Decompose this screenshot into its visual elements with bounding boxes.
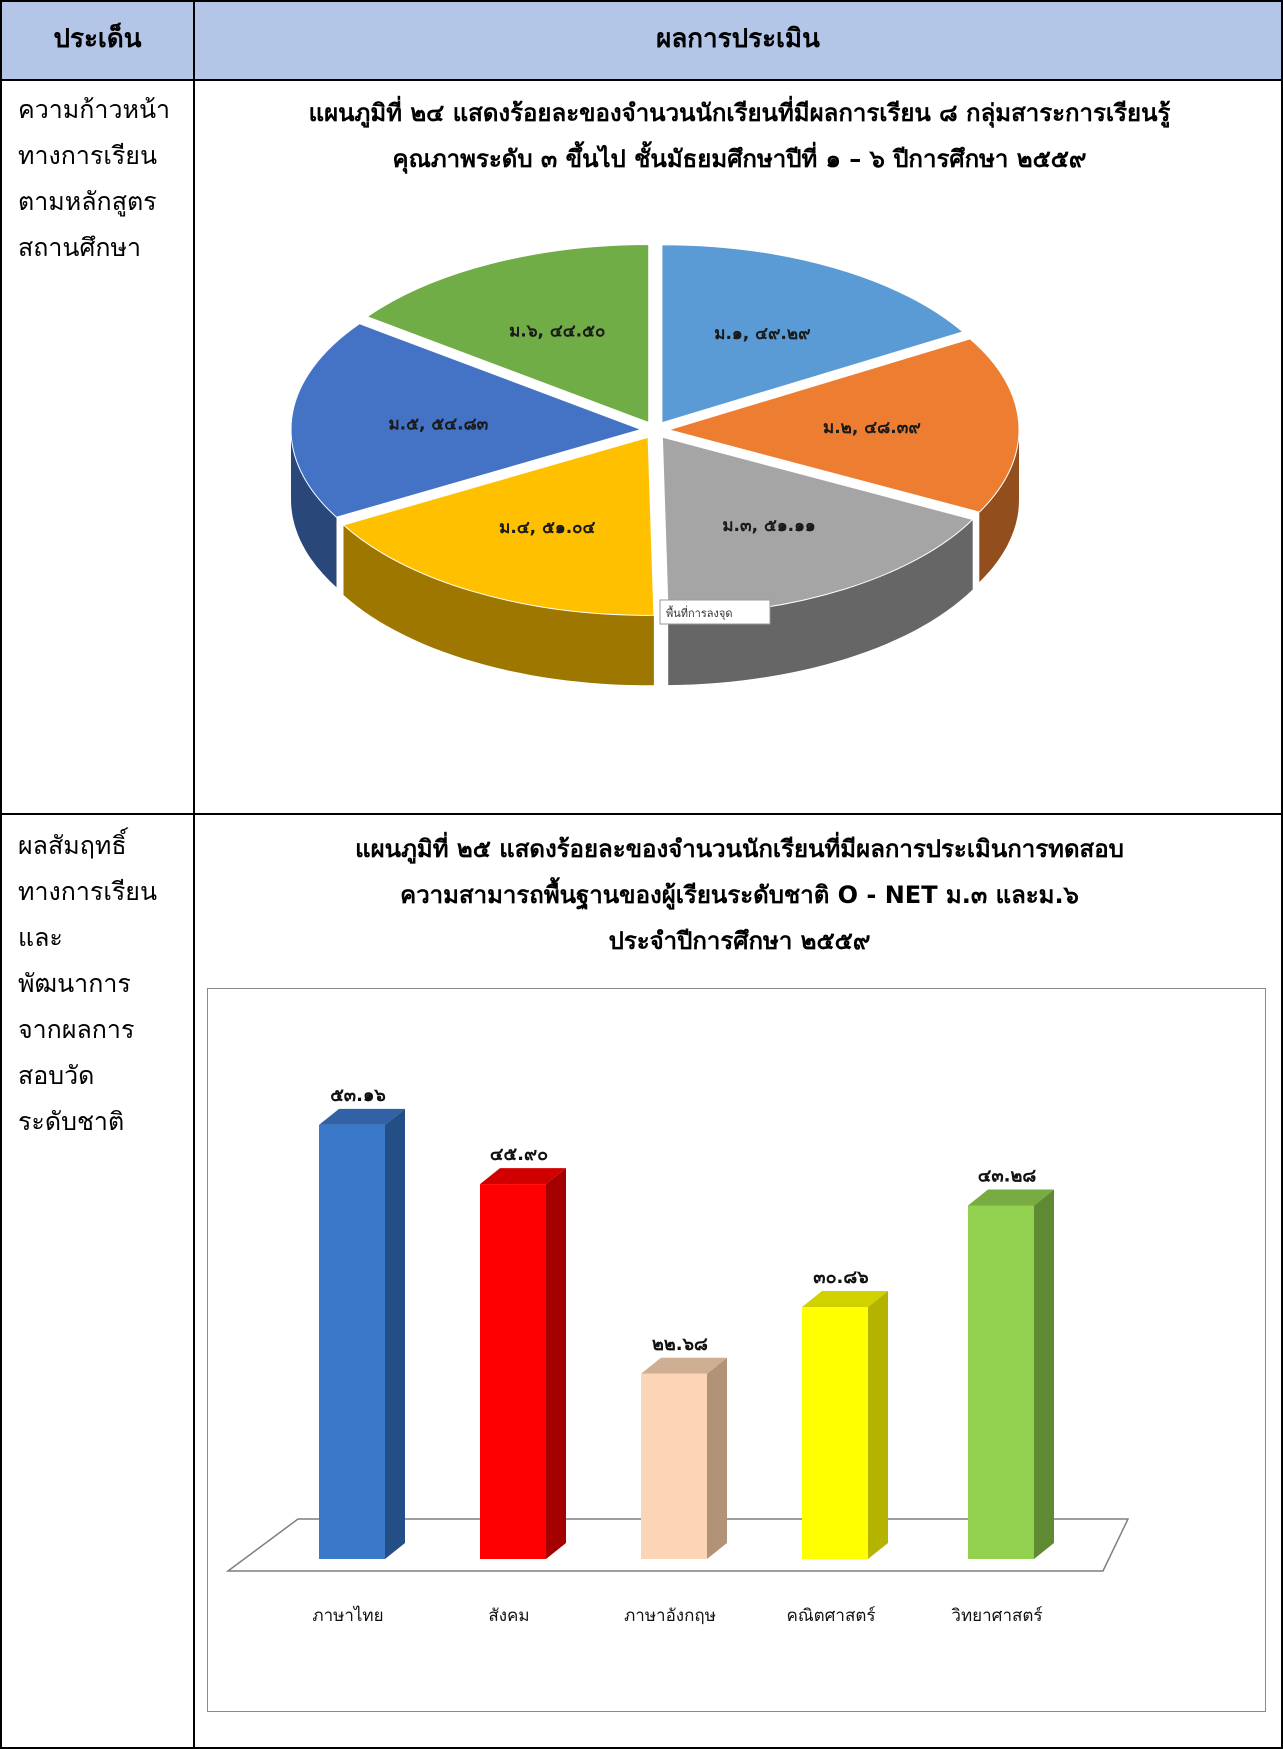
- pie-slice-side: [291, 429, 337, 588]
- pie-slice-side: [979, 429, 1019, 583]
- bar: [480, 1184, 546, 1559]
- row1-label-line: สถานศึกษา: [18, 233, 142, 262]
- pie-chart-title: แผนภูมิที่ ๒๔ แสดงร้อยละของจำนวนนักเรียน…: [196, 90, 1283, 182]
- bar-value-label: ๔๕.๙๐: [490, 1144, 548, 1165]
- bar-value-label: ๔๓.๒๘: [978, 1166, 1037, 1187]
- bar-top: [802, 1290, 888, 1307]
- row1-label-line: ตามหลักสูตร: [18, 187, 157, 216]
- bar-title-line: ความสามารถพื้นฐานของผู้เรียนระดับชาติ O …: [400, 881, 1079, 909]
- bar-top: [319, 1108, 405, 1125]
- bar-side: [868, 1290, 888, 1559]
- row2-label-line: สอบวัด: [18, 1061, 95, 1090]
- pie-slice: [667, 338, 1020, 513]
- bar-value-label: ๕๓.๑๖: [330, 1085, 386, 1106]
- bar: [968, 1205, 1034, 1559]
- row2-label-line: พัฒนาการ: [18, 969, 131, 998]
- pie-slice-label: ม.๑, ๔๙.๒๙: [714, 324, 810, 344]
- header-divider: [0, 79, 1283, 81]
- row-divider: [0, 813, 1283, 815]
- table-border-left: [0, 0, 2, 1749]
- pie-slice: [661, 244, 964, 424]
- bar-chart-title: แผนภูมิที่ ๒๕ แสดงร้อยละของจำนวนนักเรียน…: [196, 826, 1283, 964]
- category-label: สังคม: [488, 1606, 529, 1626]
- bar: [319, 1124, 385, 1559]
- row2-label: ผลสัมฤทธิ์ ทางการเรียน และ พัฒนาการ จากผ…: [18, 823, 157, 1145]
- category-label: ภาษาอังกฤษ: [624, 1606, 716, 1626]
- pie-title-line: คุณภาพระดับ ๓ ขึ้นไป ชั้นมัธยมศึกษาปีที่…: [392, 145, 1087, 173]
- pie-slice-label: ม.๕, ๕๔.๘๓: [388, 414, 488, 434]
- table-border-right: [1281, 0, 1283, 1749]
- pie-slice-label: ม.๒, ๔๘.๓๙: [823, 418, 921, 438]
- header-issue: ประเด็น: [53, 24, 142, 54]
- category-label: ภาษาไทย: [312, 1605, 383, 1626]
- bar: [802, 1307, 868, 1559]
- row2-label-line: จากผลการ: [18, 1015, 135, 1044]
- pie-title-line: แผนภูมิที่ ๒๔ แสดงร้อยละของจำนวนนักเรียน…: [308, 99, 1171, 127]
- pie-slice-label: ม.๓, ๕๑.๑๑: [722, 516, 815, 536]
- bar-value-label: ๒๒.๖๘: [652, 1334, 708, 1355]
- bar-title-line: แผนภูมิที่ ๒๕ แสดงร้อยละของจำนวนนักเรียน…: [355, 835, 1124, 863]
- bar: [641, 1373, 707, 1559]
- category-label: คณิตศาสตร์: [786, 1606, 875, 1626]
- plot-area-tooltip-text: พื้นที่การลงจุด: [666, 605, 732, 620]
- bar-top: [480, 1168, 566, 1185]
- column-divider: [193, 0, 195, 1749]
- plot-area-tooltip: [659, 599, 771, 625]
- bar-top: [968, 1189, 1054, 1206]
- pie-slice: [290, 323, 643, 518]
- table-border-bottom: [0, 1747, 1283, 1749]
- pie-chart: ม.๑, ๔๙.๒๙ม.๒, ๔๘.๓๙ม.๓, ๕๑.๑๑ ม.๔, ๕๑.๐๔…: [290, 243, 1020, 686]
- bar-side: [707, 1357, 727, 1559]
- bar-side: [546, 1168, 566, 1559]
- row2-label-line: ผลสัมฤทธิ์: [18, 831, 127, 860]
- table-border-top: [0, 0, 1283, 2]
- row2-label-line: ระดับชาติ: [18, 1107, 125, 1136]
- pie-slice: [342, 436, 655, 616]
- bar-value-label: ๓๐.๘๖: [813, 1267, 868, 1288]
- row1-label-line: ทางการเรียน: [18, 141, 158, 170]
- header-result: ผลการประเมิน: [656, 24, 820, 54]
- category-label: วิทยาศาสตร์: [951, 1606, 1043, 1626]
- pie-slice-label: ม.๖, ๔๔.๕๐: [509, 321, 605, 341]
- row2-label-line: และ: [18, 923, 63, 952]
- bar-side: [385, 1108, 405, 1559]
- row2-label-line: ทางการเรียน: [18, 877, 158, 906]
- pie-slice-label: ม.๔, ๕๑.๐๔: [499, 518, 595, 538]
- pie-slice: [366, 243, 650, 424]
- bar-side: [1034, 1189, 1054, 1559]
- row1-label: ความก้าวหน้า ทางการเรียน ตามหลักสูตร สถา…: [18, 87, 170, 271]
- pie-slice-side: [668, 519, 973, 686]
- bar-title-line: ประจำปีการศึกษา ๒๕๕๙: [608, 927, 871, 955]
- row1-label-line: ความก้าวหน้า: [18, 95, 171, 124]
- table-header-background: [1, 1, 1282, 79]
- bar-top: [641, 1357, 727, 1374]
- pie-slice-side: [343, 525, 654, 686]
- bar-chart-frame: ๕๓.๑๖ภาษาไทย ๔๕.๙๐สังคม ๒๒.๖๘ภาษาอังกฤษ ๓๐.…: [207, 988, 1266, 1712]
